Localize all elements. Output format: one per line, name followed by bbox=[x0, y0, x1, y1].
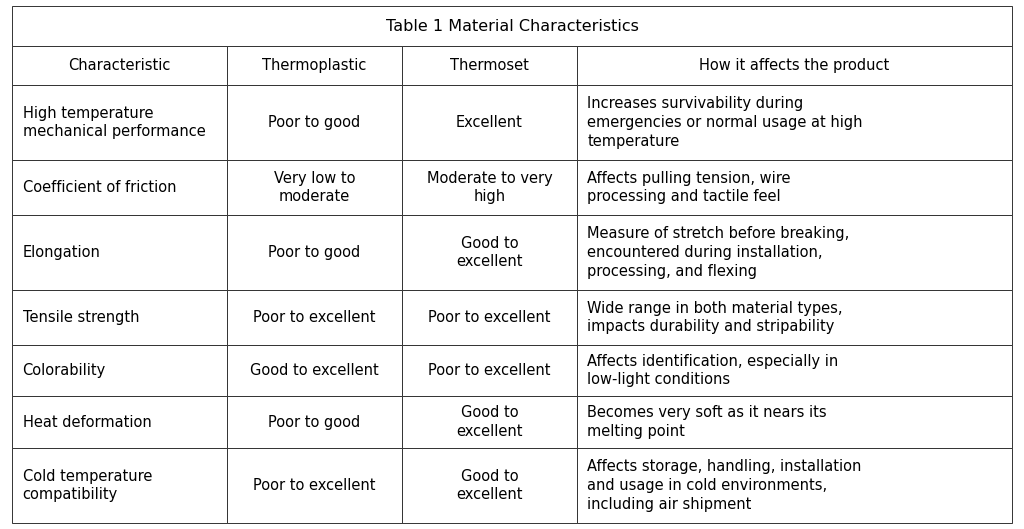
Bar bbox=[402, 85, 577, 160]
Text: Excellent: Excellent bbox=[456, 115, 523, 130]
Bar bbox=[577, 396, 1012, 448]
Text: Very low to
moderate: Very low to moderate bbox=[273, 171, 355, 204]
Text: Good to
excellent: Good to excellent bbox=[457, 235, 523, 269]
Bar bbox=[12, 448, 227, 523]
Text: Affects pulling tension, wire
processing and tactile feel: Affects pulling tension, wire processing… bbox=[587, 171, 791, 204]
Text: Table 1 Material Characteristics: Table 1 Material Characteristics bbox=[386, 19, 638, 33]
Bar bbox=[227, 345, 402, 396]
Text: Coefficient of friction: Coefficient of friction bbox=[23, 180, 176, 195]
Text: Good to
excellent: Good to excellent bbox=[457, 469, 523, 502]
Bar bbox=[402, 215, 577, 290]
Text: Poor to good: Poor to good bbox=[268, 245, 360, 260]
Text: Poor to excellent: Poor to excellent bbox=[428, 310, 551, 325]
Bar bbox=[12, 396, 227, 448]
Bar bbox=[402, 448, 577, 523]
Bar bbox=[577, 46, 1012, 85]
Text: Good to excellent: Good to excellent bbox=[250, 363, 379, 378]
Bar bbox=[12, 290, 227, 345]
Text: Good to
excellent: Good to excellent bbox=[457, 405, 523, 439]
Text: Increases survivability during
emergencies or normal usage at high
temperature: Increases survivability during emergenci… bbox=[587, 96, 862, 149]
Text: Thermoplastic: Thermoplastic bbox=[262, 58, 367, 73]
Text: Thermoset: Thermoset bbox=[451, 58, 529, 73]
Text: Colorability: Colorability bbox=[23, 363, 105, 378]
Text: Becomes very soft as it nears its
melting point: Becomes very soft as it nears its meltin… bbox=[587, 405, 826, 439]
Bar bbox=[227, 160, 402, 215]
Bar bbox=[402, 46, 577, 85]
Text: Poor to good: Poor to good bbox=[268, 115, 360, 130]
Bar bbox=[577, 215, 1012, 290]
Text: Affects storage, handling, installation
and usage in cold environments,
includin: Affects storage, handling, installation … bbox=[587, 459, 861, 512]
Bar bbox=[12, 46, 227, 85]
Bar bbox=[12, 215, 227, 290]
Text: Tensile strength: Tensile strength bbox=[23, 310, 139, 325]
Text: Poor to excellent: Poor to excellent bbox=[253, 310, 376, 325]
Bar bbox=[577, 160, 1012, 215]
Bar bbox=[12, 160, 227, 215]
Bar bbox=[227, 448, 402, 523]
Bar bbox=[577, 85, 1012, 160]
Bar bbox=[12, 6, 1012, 46]
Bar bbox=[577, 290, 1012, 345]
Bar bbox=[227, 46, 402, 85]
Bar bbox=[402, 290, 577, 345]
Bar bbox=[12, 85, 227, 160]
Bar bbox=[12, 345, 227, 396]
Bar bbox=[402, 160, 577, 215]
Bar bbox=[577, 345, 1012, 396]
Bar bbox=[227, 85, 402, 160]
Text: Moderate to very
high: Moderate to very high bbox=[427, 171, 552, 204]
Bar bbox=[227, 396, 402, 448]
Text: Cold temperature
compatibility: Cold temperature compatibility bbox=[23, 469, 152, 502]
Text: Poor to excellent: Poor to excellent bbox=[253, 478, 376, 493]
Text: High temperature
mechanical performance: High temperature mechanical performance bbox=[23, 106, 205, 139]
Bar bbox=[577, 448, 1012, 523]
Text: Poor to excellent: Poor to excellent bbox=[428, 363, 551, 378]
Text: Measure of stretch before breaking,
encountered during installation,
processing,: Measure of stretch before breaking, enco… bbox=[587, 226, 850, 278]
Bar bbox=[402, 396, 577, 448]
Text: Poor to good: Poor to good bbox=[268, 415, 360, 430]
Bar bbox=[227, 290, 402, 345]
Text: Characteristic: Characteristic bbox=[69, 58, 171, 73]
Text: Elongation: Elongation bbox=[23, 245, 100, 260]
Text: Heat deformation: Heat deformation bbox=[23, 415, 152, 430]
Text: Affects identification, especially in
low-light conditions: Affects identification, especially in lo… bbox=[587, 354, 839, 387]
Text: Wide range in both material types,
impacts durability and stripability: Wide range in both material types, impac… bbox=[587, 300, 843, 334]
Text: How it affects the product: How it affects the product bbox=[699, 58, 890, 73]
Bar bbox=[227, 215, 402, 290]
Bar bbox=[402, 345, 577, 396]
